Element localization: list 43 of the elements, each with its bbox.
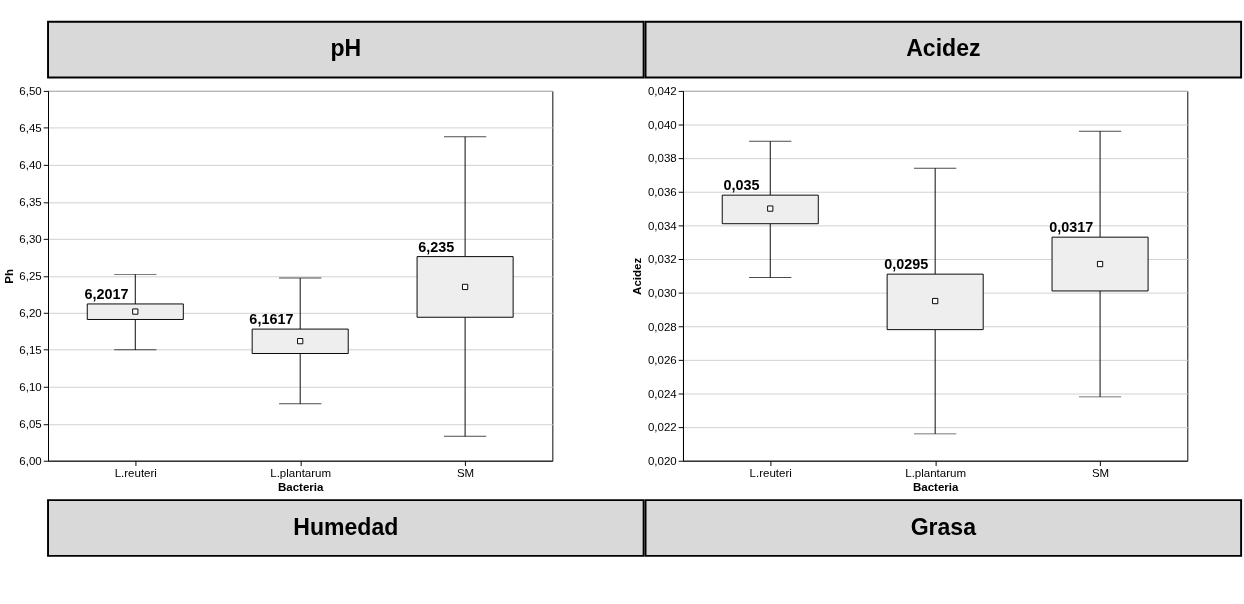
y-tick-label: 6,45 <box>19 122 42 135</box>
x-tick-label: SM <box>456 466 475 479</box>
x-axis-title: Bacteria <box>912 481 959 494</box>
y-tick-label: 6,15 <box>19 344 42 357</box>
y-tick-label: 6,25 <box>19 270 42 283</box>
x-tick-label: L.reuteri <box>114 466 157 479</box>
y-axis-title: Acidez <box>631 257 644 295</box>
text: Grasa <box>910 513 977 540</box>
y-tick-label: 0,030 <box>647 286 677 299</box>
y-tick-label: 6,05 <box>19 418 42 431</box>
y-tick-label: 6,30 <box>19 233 42 246</box>
x-tick-label: L.reuteri <box>749 466 792 479</box>
text: 6,1617 <box>249 311 294 328</box>
y-tick-label: 0,022 <box>647 421 677 434</box>
y-tick-label: 6,00 <box>19 455 42 468</box>
y-tick-label: 0,038 <box>647 152 677 165</box>
y-tick-label: 6,35 <box>19 196 42 209</box>
text: 6,235 <box>418 238 455 255</box>
y-tick-label: 0,026 <box>647 354 677 367</box>
text: 6,2017 <box>84 286 129 303</box>
x-tick-label: SM <box>1091 466 1110 479</box>
chart-title: Acidez <box>906 35 981 62</box>
y-tick-label: 6,20 <box>19 307 42 320</box>
x-axis-title: Bacteria <box>277 481 324 494</box>
text: 0,0295 <box>884 256 929 273</box>
y-tick-label: 0,036 <box>647 186 677 199</box>
text: Humedad <box>293 513 399 540</box>
y-tick-label: 0,032 <box>647 253 677 266</box>
y-axis-title: Ph <box>2 268 15 284</box>
chart-title: pH <box>330 35 362 62</box>
y-tick-label: 0,028 <box>647 320 677 333</box>
x-tick-label: L.plantarum <box>270 466 332 479</box>
y-tick-label: 0,020 <box>647 455 677 468</box>
x-tick-label: L.plantarum <box>905 466 967 479</box>
y-tick-label: 0,040 <box>647 118 677 131</box>
y-tick-label: 0,042 <box>647 85 677 98</box>
text: 0,035 <box>723 177 760 194</box>
y-tick-label: 6,40 <box>19 159 42 172</box>
y-tick-label: 0,034 <box>647 219 678 232</box>
y-tick-label: 6,50 <box>19 85 42 98</box>
y-tick-label: 0,024 <box>647 387 678 400</box>
y-tick-label: 6,10 <box>19 381 42 394</box>
text: 0,0317 <box>1049 219 1094 236</box>
